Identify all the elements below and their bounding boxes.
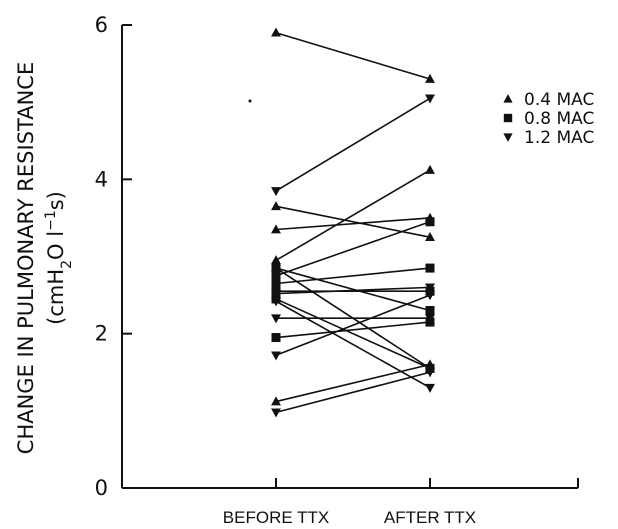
series-15-point-1-triangle-down: [425, 314, 435, 324]
series-markers: [271, 27, 435, 418]
series-line-10: [275, 298, 431, 370]
x-category-label-1: AFTER TTX: [384, 508, 476, 527]
series-0-point-0-triangle-up: [271, 27, 281, 37]
y-tick-label-2: 2: [95, 322, 108, 346]
series-8-point-0-square: [271, 279, 281, 289]
series-line-7: [275, 221, 431, 277]
stray-dot: [248, 99, 252, 103]
series-13-point-1-triangle-down: [425, 283, 435, 293]
series-11-point-0-square: [271, 333, 281, 343]
series-1-point-1-triangle-up: [425, 232, 435, 242]
y-tick-label-0: 0: [95, 476, 108, 500]
series-3-point-0-triangle-up: [271, 255, 281, 265]
legend-label-2: 1.2 MAC: [524, 128, 594, 148]
series-line-2: [275, 217, 431, 231]
series-line-17: [275, 371, 431, 414]
y-axis-unit-part2: O l: [44, 231, 68, 260]
y-axis-title: CHANGE IN PULMONARY RESISTANCE (cmH2O l−…: [14, 62, 75, 454]
y-axis-title-line1: CHANGE IN PULMONARY RESISTANCE: [14, 62, 38, 454]
series-line-6: [275, 267, 431, 312]
y-ticks: 0 2 4 6: [95, 13, 132, 500]
series-line-12: [275, 97, 431, 192]
series-line-11: [275, 321, 431, 339]
series-12-point-0-triangle-down: [271, 187, 281, 197]
y-axis-unit-part1: (cmH: [44, 269, 68, 325]
series-7-point-1-square: [425, 217, 435, 227]
series-line-5: [275, 363, 431, 403]
series-line-14: [275, 300, 431, 389]
series-6-point-1-square: [425, 306, 435, 316]
legend-marker-triangle-up: [503, 94, 513, 103]
series-line-1: [275, 205, 431, 238]
series-16-point-0-triangle-down: [271, 351, 281, 361]
series-line-16: [275, 294, 431, 357]
legend-label-1: 0.8 MAC: [524, 109, 594, 129]
series-8-point-1-square: [425, 263, 435, 273]
series-line-0: [275, 31, 431, 80]
series-1-point-0-triangle-up: [271, 201, 281, 211]
axes: [121, 25, 579, 489]
series-line-13: [275, 286, 431, 295]
series-7-point-0-square: [271, 271, 281, 281]
series-line-3: [275, 169, 431, 262]
series-lines: [275, 31, 431, 414]
series-17-point-1-triangle-down: [425, 368, 435, 378]
series-line-8: [275, 267, 431, 285]
y-axis-title-line2: (cmH2O l−1s): [43, 191, 75, 325]
series-14-point-0-triangle-down: [271, 297, 281, 307]
series-14-point-1-triangle-down: [425, 383, 435, 393]
series-2-point-0-triangle-up: [271, 224, 281, 234]
series-17-point-0-triangle-down: [271, 408, 281, 418]
y-axis-unit-sup: −1: [43, 210, 59, 231]
series-12-point-1-triangle-down: [425, 94, 435, 104]
y-tick-label-4: 4: [95, 167, 108, 191]
series-16-point-1-triangle-down: [425, 291, 435, 301]
series-5-point-0-triangle-up: [271, 396, 281, 406]
x-category-label-0: BEFORE TTX: [223, 508, 329, 527]
series-6-point-0-square: [271, 263, 281, 273]
x-category-labels: BEFORE TTX AFTER TTX: [223, 508, 476, 527]
y-axis-unit-sub: 2: [59, 260, 75, 269]
series-13-point-0-triangle-down: [271, 289, 281, 299]
y-axis-unit-part3: s): [44, 191, 68, 210]
y-tick-label-6: 6: [95, 13, 108, 37]
series-0-point-1-triangle-up: [425, 73, 435, 83]
legend-marker-square: [503, 113, 513, 123]
legend-marker-triangle-down: [503, 133, 513, 142]
series-3-point-1-triangle-up: [425, 164, 435, 174]
series-15-point-0-triangle-down: [271, 314, 281, 324]
legend-label-0: 0.4 MAC: [524, 90, 594, 110]
